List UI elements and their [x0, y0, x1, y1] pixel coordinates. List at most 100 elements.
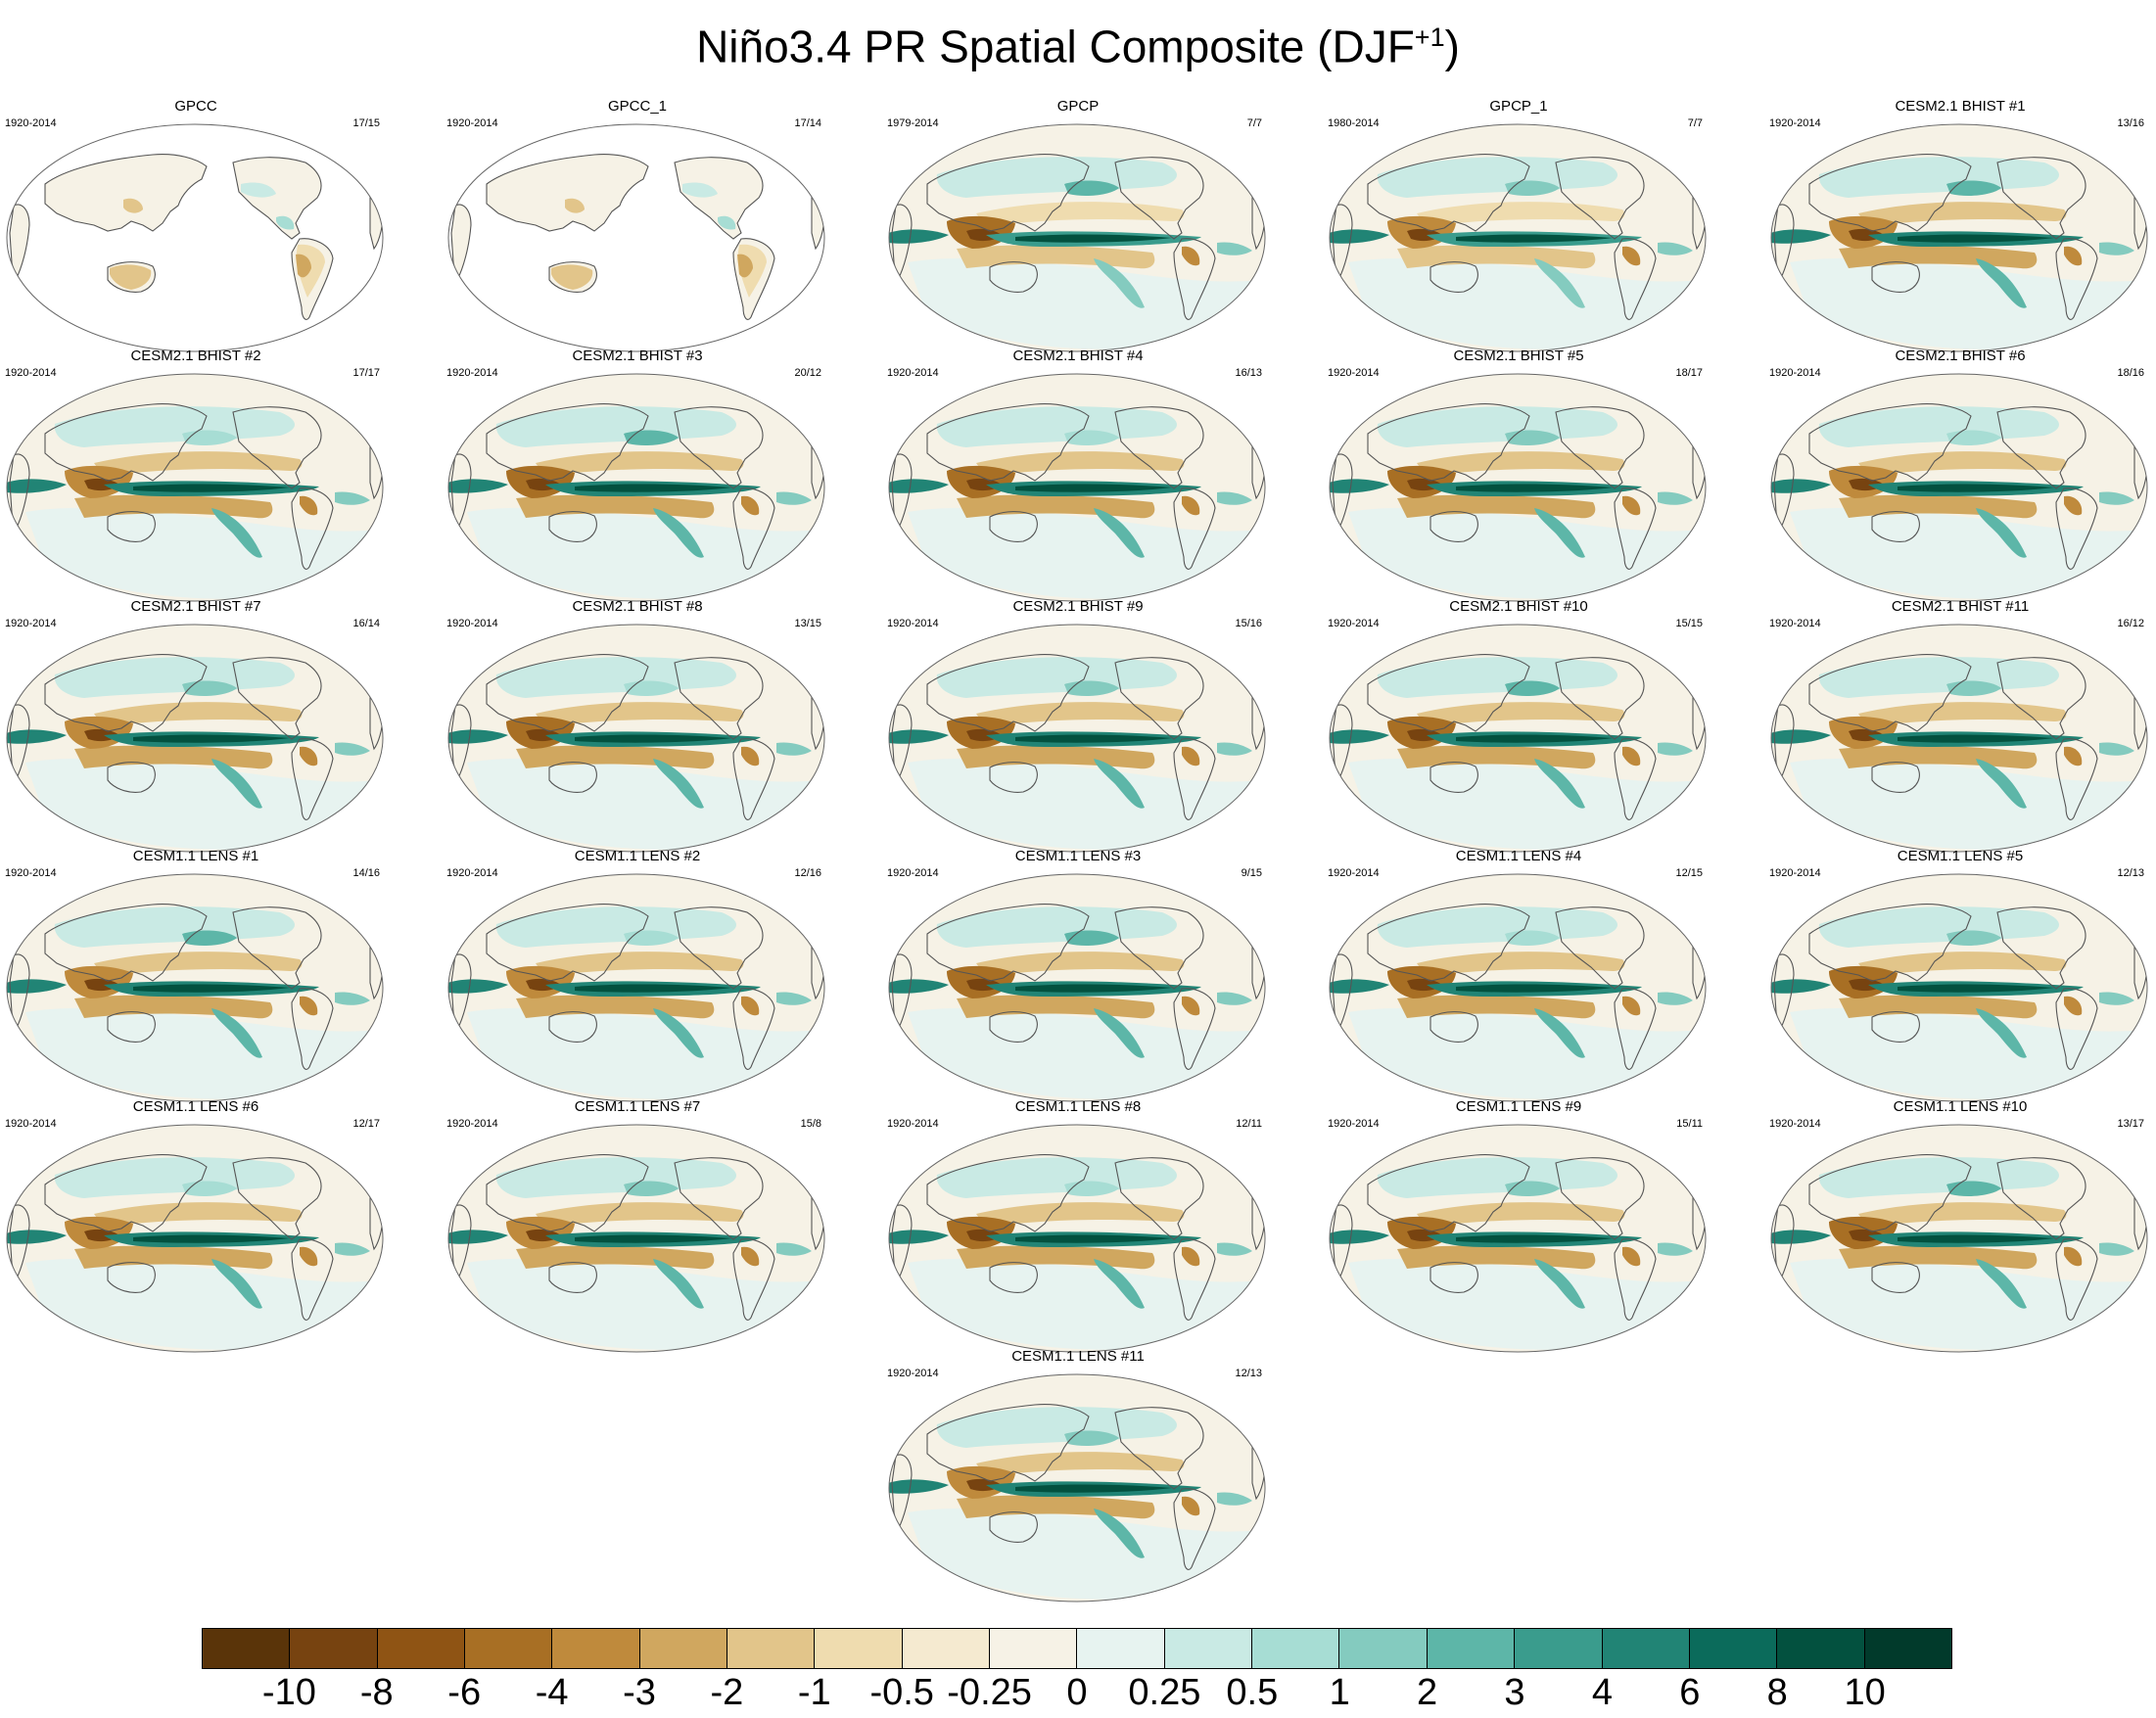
precip-anomaly-region	[2099, 742, 2134, 756]
colorbar-tick-label: 2	[1417, 1672, 1438, 1713]
robinson-map	[1329, 1124, 1707, 1353]
map-panel: GPCC_1 1920-2014 17/14	[442, 98, 833, 352]
precip-anomaly-region	[25, 1258, 378, 1350]
precip-anomaly-region	[889, 229, 949, 244]
panel-title: CESM2.1 BHIST #3	[572, 348, 703, 364]
coastline	[1173, 488, 1216, 570]
precip-anomaly-region	[1976, 508, 2027, 558]
coastline	[926, 654, 1090, 732]
colorbar-tick-label: 6	[1679, 1672, 1701, 1713]
precip-anomaly-region	[575, 984, 731, 993]
robinson-map	[1770, 373, 2148, 602]
coastline	[1871, 1262, 1920, 1293]
precip-anomaly-region	[1348, 257, 1701, 349]
map-border	[1329, 1124, 1707, 1353]
panel-count: 12/13	[1235, 1368, 1262, 1379]
coastline	[548, 511, 597, 542]
map-panel: CESM1.1 LENS #11 1920-2014 12/13	[882, 1348, 1274, 1602]
precip-anomaly-region	[25, 758, 378, 850]
title-superscript: +1	[1414, 23, 1445, 52]
panel-count: 7/7	[1687, 117, 1703, 129]
map-panel: CESM2.1 BHIST #7 1920-2014 16/14	[0, 598, 392, 853]
map-border	[888, 1124, 1266, 1353]
coastline	[1871, 1011, 1920, 1043]
map-panel: CESM1.1 LENS #5 1920-2014 12/13	[1764, 848, 2156, 1102]
precip-anomaly-region	[94, 702, 303, 727]
precip-anomaly-region	[741, 1246, 760, 1267]
coastline	[1367, 1154, 1530, 1232]
map-border	[1770, 873, 2148, 1102]
precip-anomaly-region	[1771, 479, 1831, 493]
coastline	[1996, 657, 2086, 740]
coastline	[1555, 1157, 1645, 1240]
coastline	[1555, 657, 1645, 740]
precip-anomaly-region	[467, 758, 820, 850]
coastline	[989, 1011, 1038, 1043]
colorbar-tick-label: -3	[623, 1672, 656, 1713]
precip-anomaly-region	[1217, 1242, 1252, 1256]
coastline	[291, 1238, 334, 1321]
panel-years: 1920-2014	[1769, 618, 1821, 629]
map-border	[447, 123, 825, 352]
precip-anomaly-region	[908, 758, 1260, 850]
precip-anomaly-region	[976, 702, 1185, 727]
colorbar-box	[1339, 1629, 1428, 1668]
map-panel: CESM2.1 BHIST #4 1920-2014 16/13	[882, 348, 1274, 602]
coastline	[732, 488, 775, 570]
coastline	[232, 657, 322, 740]
coastline	[989, 1511, 1038, 1543]
precip-anomaly-region	[1182, 996, 1200, 1016]
precip-anomaly-region	[1094, 759, 1145, 809]
precip-anomaly-region	[1064, 430, 1119, 445]
precip-anomaly-region	[889, 479, 949, 493]
precip-anomaly-region	[1217, 491, 1252, 505]
robinson-map	[1329, 123, 1707, 352]
coastline	[1173, 988, 1216, 1070]
coastline	[1996, 1157, 2086, 1240]
precip-anomaly-region	[1790, 758, 2142, 850]
map-panel: CESM2.1 BHIST #11 1920-2014 16/12	[1764, 598, 2156, 853]
coastline	[232, 1157, 322, 1240]
coastline	[1555, 406, 1645, 489]
precip-anomaly-region	[1976, 1259, 2027, 1309]
precip-anomaly-region	[1790, 1007, 2142, 1099]
panel-title: CESM1.1 LENS #5	[1897, 848, 2024, 864]
coastline	[1555, 157, 1645, 240]
precip-anomaly-region	[575, 734, 731, 743]
map-background	[7, 124, 383, 351]
map-panel: CESM1.1 LENS #8 1920-2014 12/11	[882, 1098, 1274, 1353]
precip-anomaly-region	[2064, 746, 2083, 766]
precip-anomaly-region	[1946, 680, 2001, 696]
precip-anomaly-region	[2099, 1242, 2134, 1256]
coastline	[926, 904, 1090, 982]
precip-anomaly-region	[211, 1008, 262, 1058]
precip-anomaly-region	[1064, 1181, 1119, 1196]
land-area	[451, 204, 471, 280]
panel-count: 17/14	[794, 117, 821, 129]
coastline	[989, 762, 1038, 793]
precip-anomaly-region	[1976, 1008, 2027, 1058]
coastline	[926, 154, 1090, 232]
map-panel: CESM2.1 BHIST #2 1920-2014 17/17	[0, 348, 392, 602]
coastline	[1367, 654, 1530, 732]
figure-title: Niño3.4 PR Spatial Composite (DJF+1)	[696, 21, 1460, 72]
robinson-map	[888, 624, 1266, 853]
coastline	[1367, 904, 1530, 982]
precip-anomaly-region	[133, 984, 290, 993]
precip-anomaly-region	[276, 215, 295, 230]
panel-count: 12/17	[352, 1118, 380, 1130]
panel-title: CESM2.1 BHIST #1	[1895, 98, 2026, 115]
precip-anomaly-region	[1622, 996, 1641, 1016]
precip-anomaly-region	[1417, 451, 1625, 477]
precip-anomaly-region	[1094, 508, 1145, 558]
precip-anomaly-region	[1771, 229, 1831, 244]
panel-title: GPCC_1	[607, 98, 668, 115]
panel-count: 15/15	[1675, 618, 1703, 629]
map-panel: CESM2.1 BHIST #8 1920-2014 13/15	[442, 598, 833, 853]
precip-anomaly-region	[908, 507, 1260, 599]
precip-anomaly-region	[1064, 180, 1119, 196]
map-border	[6, 1124, 384, 1353]
panel-years: 1920-2014	[5, 367, 57, 379]
precip-anomaly-region	[741, 495, 760, 516]
panel-title: CESM2.1 BHIST #2	[130, 348, 261, 364]
